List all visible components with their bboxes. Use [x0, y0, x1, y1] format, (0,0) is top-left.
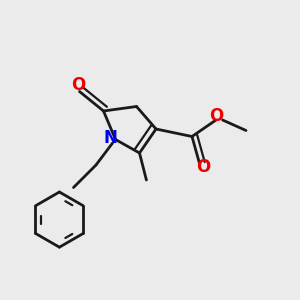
Text: O: O — [71, 76, 85, 94]
Text: O: O — [196, 158, 210, 176]
Text: N: N — [103, 129, 117, 147]
Text: O: O — [209, 107, 224, 125]
